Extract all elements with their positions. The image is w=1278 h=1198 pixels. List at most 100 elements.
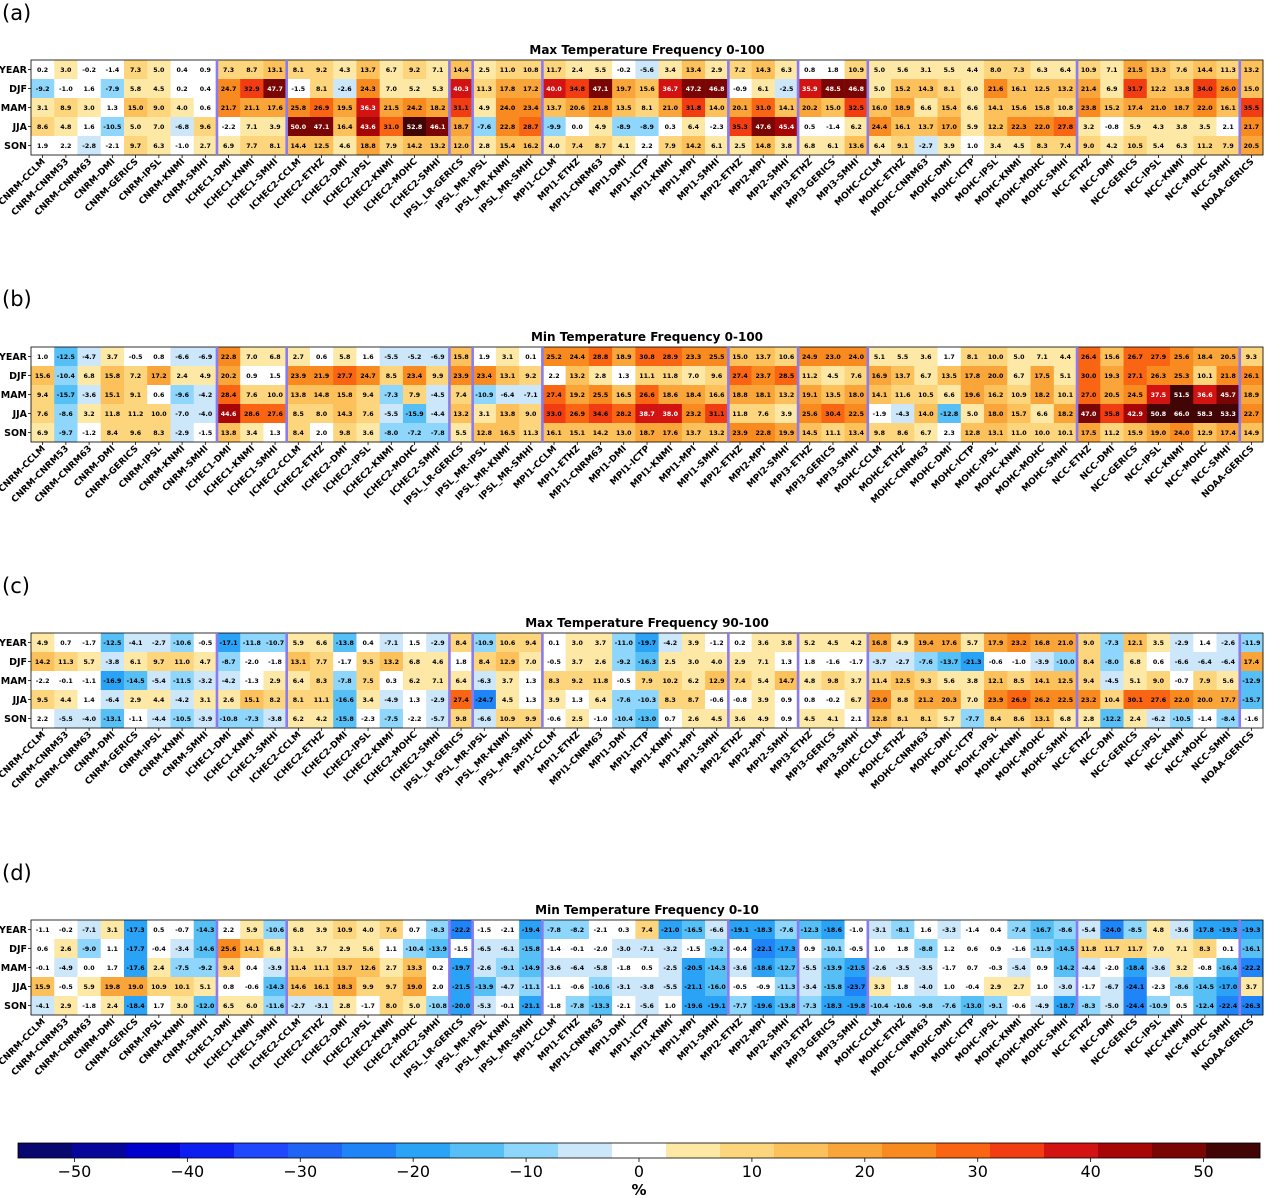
- cell-value: 66.0: [1174, 411, 1190, 418]
- cell-value: -7.3: [1105, 640, 1119, 647]
- cell-value: 3.8: [967, 678, 978, 685]
- heatmap-cell: [867, 98, 892, 118]
- heatmap-cell: [867, 633, 892, 653]
- heatmap-cell: [495, 958, 520, 978]
- cell-value: 6.1: [711, 143, 722, 150]
- cell-value: 0.5: [153, 927, 164, 934]
- cell-value: -1.8: [547, 1003, 561, 1010]
- cell-value: 7.4: [734, 678, 746, 685]
- cell-value: 0.5: [1176, 1003, 1187, 1010]
- cell-value: -19.6: [684, 1003, 703, 1010]
- heatmap-cell: [426, 60, 450, 80]
- cell-value: -1.5: [291, 86, 305, 93]
- cell-value: 13.5: [941, 373, 957, 380]
- cell-value: 2.8: [479, 143, 490, 150]
- cell-value: 3.1: [479, 411, 490, 418]
- cell-value: 5.5: [595, 67, 606, 74]
- row-label: JJA: [12, 695, 28, 706]
- cell-value: 48.5: [825, 86, 841, 93]
- heatmap-cell: [77, 60, 102, 80]
- cell-value: 6.1: [827, 143, 838, 150]
- heatmap-cell: [612, 423, 636, 443]
- heatmap-cell: [263, 633, 287, 653]
- cell-value: -17.3: [777, 946, 795, 953]
- heatmap-cell: [1030, 347, 1055, 367]
- heatmap-cell: [1123, 690, 1148, 710]
- heatmap-cell: [1146, 709, 1171, 729]
- cell-value: 47.1: [593, 86, 609, 93]
- heatmap-cell: [612, 385, 636, 405]
- cell-value: 0.0: [84, 965, 96, 972]
- heatmap-cell: [891, 939, 915, 959]
- heatmap-cell: [1007, 671, 1031, 691]
- heatmap-cell: [402, 117, 427, 137]
- heatmap-cell: [402, 996, 427, 1016]
- heatmap-cell: [379, 136, 404, 156]
- heatmap-cell: [1170, 117, 1194, 137]
- cell-value: -24.4: [1126, 1003, 1145, 1010]
- cell-value: 14.1: [1034, 678, 1050, 685]
- heatmap-cell: [914, 347, 938, 367]
- cell-value: 32.9: [244, 86, 260, 93]
- heatmap-cell: [891, 652, 915, 672]
- heatmap-cell: [309, 709, 334, 729]
- cell-value: 0.9: [200, 67, 211, 74]
- cell-value: 43.6: [360, 124, 376, 131]
- cell-value: -15.7: [57, 392, 75, 399]
- cell-value: -7.5: [384, 716, 398, 723]
- heatmap-cell: [54, 633, 78, 653]
- heatmap-cell: [588, 920, 613, 940]
- cell-value: 0.8: [223, 984, 234, 991]
- heatmap-cell: [356, 347, 380, 367]
- heatmap-cell: [356, 404, 380, 424]
- heatmap-cell: [542, 347, 566, 367]
- cell-value: 27.6: [1151, 697, 1167, 704]
- heatmap-cell: [193, 996, 218, 1016]
- cell-value: -1.4: [966, 927, 980, 934]
- cell-value: 1.5: [409, 640, 420, 647]
- heatmap-cell: [1216, 366, 1241, 386]
- cell-value: 21.0: [1058, 640, 1074, 647]
- heatmap-cell: [1030, 136, 1055, 156]
- heatmap-cell: [867, 404, 892, 424]
- cell-value: 14.4: [453, 67, 469, 74]
- heatmap-cell: [240, 60, 264, 80]
- heatmap-cell: [798, 671, 822, 691]
- cell-value: 17.6: [662, 430, 678, 437]
- cell-value: 11.8: [662, 373, 678, 380]
- cell-value: 5.0: [130, 124, 142, 131]
- cell-value: 18.7: [639, 430, 655, 437]
- heatmap-cell: [658, 652, 683, 672]
- cell-value: -19.8: [847, 1003, 865, 1010]
- heatmap-cell: [658, 385, 683, 405]
- heatmap-cell: [867, 709, 892, 729]
- heatmap-cell: [31, 920, 55, 940]
- heatmap-cell: [123, 366, 148, 386]
- heatmap-cell: [751, 423, 776, 443]
- cell-value: 2.7: [1013, 984, 1024, 991]
- cell-value: -0.5: [617, 678, 631, 685]
- heatmap-cell: [100, 920, 125, 940]
- cell-value: 24.0: [1174, 430, 1190, 437]
- cell-value: 28.5: [779, 373, 795, 380]
- heatmap-cell: [635, 939, 659, 959]
- heatmap-cell: [100, 709, 125, 729]
- heatmap-cell: [379, 690, 404, 710]
- cell-value: -10.8: [220, 716, 238, 723]
- cell-value: 8.3: [665, 697, 676, 704]
- cell-value: 2.2: [37, 716, 48, 723]
- cell-value: 2.0: [432, 984, 444, 991]
- cell-value: -10.7: [266, 640, 284, 647]
- cell-value: 1.6: [84, 86, 96, 93]
- heatmap-cell: [1007, 136, 1031, 156]
- heatmap-cell: [821, 709, 845, 729]
- heatmap-cell: [1077, 366, 1101, 386]
- heatmap-cell: [798, 939, 822, 959]
- colorbar-segment: [1152, 1143, 1207, 1158]
- cell-value: 1.3: [525, 697, 536, 704]
- heatmap-cell: [705, 652, 729, 672]
- heatmap-cell: [960, 996, 985, 1016]
- cell-value: -1.8: [617, 965, 631, 972]
- cell-value: -2.1: [617, 1003, 631, 1010]
- cell-value: -11.5: [173, 678, 191, 685]
